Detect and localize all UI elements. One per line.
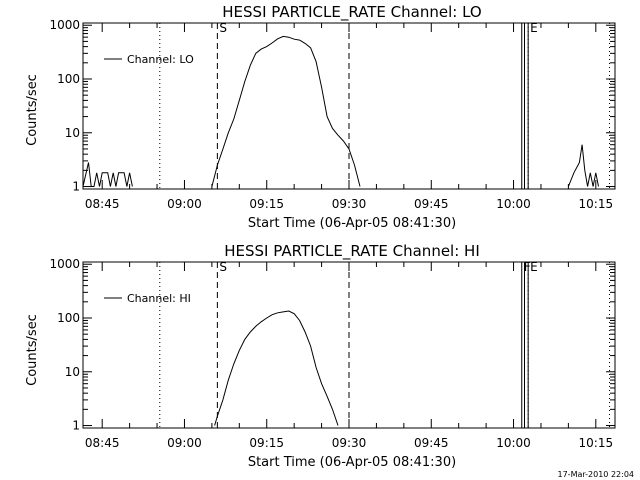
lo-x-tick-label: 09:00 [167,197,202,211]
hi-x-tick-label: 08:45 [85,436,120,450]
lo-chart-xlabel: Start Time (06-Apr-05 08:41:30) [248,216,456,231]
lo-y-tick-label: 100 [57,72,80,86]
lo-y-tick-label: 1000 [49,18,80,32]
lo-x-tick-label: 10:00 [496,197,531,211]
hi-y-tick-label: 100 [57,311,80,325]
lo-chart-ylabel: Counts/sec [25,74,40,146]
hi-x-tick-label: 09:00 [167,436,202,450]
hi-y-tick-label: 1000 [49,257,80,271]
lo-legend-label: Channel: LO [127,53,194,66]
hi-y-tick-label: 10 [65,365,80,379]
lo-series-line [82,162,133,187]
lo-y-tick-label: 10 [65,126,80,140]
hi-x-tick-label: 09:30 [332,436,367,450]
hi-chart-ylabel: Counts/sec [25,314,40,386]
lo-marker-label: E [530,21,538,35]
hi-x-tick-label: 09:15 [249,436,284,450]
lo-y-tick-label: 1 [72,180,80,194]
hi-marker-label: S [219,260,227,274]
hi-marker-label: E [530,260,538,274]
lo-x-tick-label: 09:15 [249,197,284,211]
lo-x-tick-label: 09:45 [414,197,449,211]
hi-chart-xlabel: Start Time (06-Apr-05 08:41:30) [248,455,456,470]
hi-x-tick-label: 09:45 [414,436,449,450]
hi-legend: Channel: HI [104,292,191,305]
hi-legend-label: Channel: HI [127,292,191,305]
lo-x-tick-label: 09:30 [332,197,367,211]
lo-x-tick-label: 08:45 [85,197,120,211]
timestamp-footer: 17-Mar-2010 22:04 [557,470,635,479]
hi-chart-title: HESSI PARTICLE_RATE Channel: HI [224,242,480,261]
hi-channel-panel: HESSI PARTICLE_RATE Channel: HI Start Ti… [25,242,616,470]
lo-series-line [211,35,361,187]
hi-series-line [214,310,339,426]
lo-legend: Channel: LO [104,53,194,66]
hi-marker-label: F [524,260,531,274]
hi-x-tick-label: 10:00 [496,436,531,450]
lo-marker-label: S [219,21,227,35]
hi-x-tick-label: 10:15 [579,436,614,450]
lo-x-tick-label: 10:15 [579,197,614,211]
lo-channel-panel: HESSI PARTICLE_RATE Channel: LO Start Ti… [25,3,616,231]
lo-chart-title: HESSI PARTICLE_RATE Channel: LO [222,3,481,22]
hi-y-tick-label: 1 [72,419,80,433]
lo-series-line [567,144,599,187]
